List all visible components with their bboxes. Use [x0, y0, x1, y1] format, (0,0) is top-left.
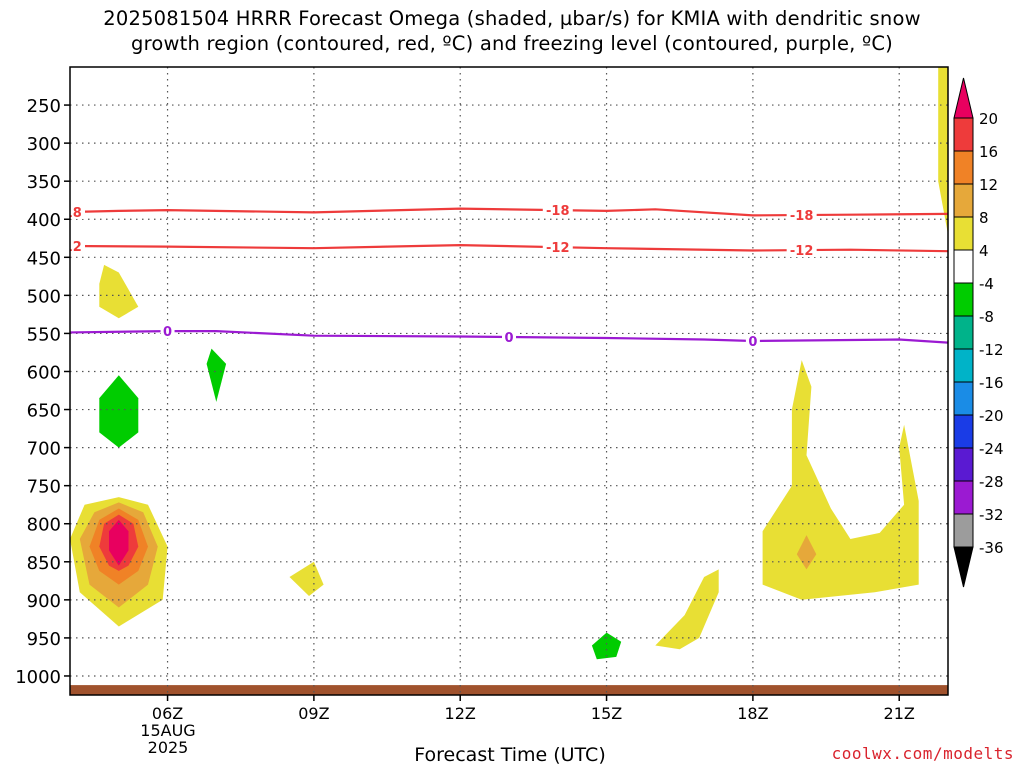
title-line-2: growth region (contoured, red, ºC) and f…: [131, 32, 893, 55]
contour-label-0-0: -18: [58, 206, 82, 221]
x-tick-label-5: 21Z: [884, 704, 915, 723]
colorbar-box-9: [953, 381, 974, 416]
contour-label-1-2: -12: [790, 244, 814, 259]
colorbar-label-6: -8: [979, 308, 994, 326]
contour-line-2: [70, 330, 948, 344]
contour-label-0-1: -18: [546, 204, 570, 219]
omega-region-0: [99, 264, 139, 319]
colorbar-top-arrow: [953, 77, 974, 119]
contour-label-2-2: 0: [748, 335, 757, 350]
omega-region-10: [655, 569, 719, 650]
colorbar-box-7: [953, 315, 974, 350]
colorbar-label-2: 12: [979, 176, 998, 194]
contour-label-2-1: 0: [504, 331, 513, 346]
omega-region-5: [109, 519, 129, 566]
y-tick-label-9: 700: [27, 439, 61, 460]
colorbar-bottom-arrow: [953, 546, 974, 588]
y-tick-label-1: 300: [27, 134, 61, 155]
chart-title: 2025081504 HRRR Forecast Omega (shaded, …: [0, 6, 1024, 56]
contour-label-bg-2-1: [502, 329, 516, 344]
contour-label-1-0: -12: [58, 240, 82, 255]
y-tick-label-8: 650: [27, 401, 61, 422]
omega-region-8: [289, 561, 324, 596]
omega-region-7: [206, 348, 227, 402]
colorbar-label-0: 20: [979, 110, 998, 128]
contour-label-bg-1-2: [786, 243, 817, 258]
colorbar-box-5: [953, 249, 974, 284]
colorbar-box-13: [953, 513, 974, 548]
y-tick-label-3: 400: [27, 210, 61, 231]
colorbar-label-10: -24: [979, 440, 1004, 458]
contour-label-bg-1-0: [70, 239, 85, 254]
x-axis-label: Forecast Time (UTC): [414, 744, 606, 766]
omega-region-12: [796, 535, 817, 570]
x-tick-label-2: 12Z: [445, 704, 476, 723]
colorbar-label-4: 4: [979, 242, 989, 260]
colorbar-label-8: -16: [979, 374, 1004, 392]
colorbar-box-6: [953, 282, 974, 317]
y-tick-label-6: 550: [27, 324, 61, 345]
y-tick-label-14: 950: [27, 629, 61, 650]
y-tick-label-0: 250: [27, 96, 61, 117]
colorbar-box-2: [953, 150, 974, 185]
colorbar-label-13: -36: [979, 539, 1004, 557]
omega-region-11: [762, 360, 919, 600]
surface-strip: [70, 685, 948, 695]
y-tick-label-7: 600: [27, 362, 61, 383]
x-tick-label-4: 18Z: [737, 704, 768, 723]
omega-region-6: [99, 375, 139, 448]
colorbar-label-7: -12: [979, 341, 1004, 359]
colorbar-label-9: -20: [979, 407, 1004, 425]
colorbar-box-12: [953, 480, 974, 515]
colorbar-box-3: [953, 183, 974, 218]
contour-label-2-0: 0: [163, 325, 172, 340]
colorbar-box-11: [953, 447, 974, 482]
colorbar-box-8: [953, 348, 974, 383]
y-tick-label-11: 800: [27, 515, 61, 536]
contour-label-bg-2-2: [745, 334, 760, 349]
y-tick-label-4: 450: [27, 248, 61, 269]
y-tick-label-12: 850: [27, 553, 61, 574]
contour-label-bg-2-0: [160, 324, 175, 339]
date-label-year: 2025: [147, 738, 189, 757]
x-tick-label-1: 09Z: [298, 704, 329, 723]
contour-label-0-2: -18: [790, 209, 814, 224]
y-tick-label-15: 1000: [15, 667, 61, 688]
y-tick-label-10: 750: [27, 477, 61, 498]
date-label: 15AUG 2025: [128, 722, 208, 756]
y-tick-label-13: 900: [27, 591, 61, 612]
colorbar-label-1: 16: [979, 143, 998, 161]
contour-line-1: [70, 243, 948, 253]
contour-label-bg-1-1: [542, 240, 573, 255]
colorbar-label-5: -4: [979, 275, 994, 293]
colorbar-box-10: [953, 414, 974, 449]
date-label-day: 15AUG: [140, 721, 196, 740]
contour-label-bg-0-1: [542, 203, 573, 218]
contour-label-bg-0-0: [70, 204, 85, 219]
plot-frame: [69, 66, 949, 696]
contour-label-1-1: -12: [546, 241, 570, 256]
contour-label-bg-0-2: [786, 208, 817, 223]
colorbar-box-4: [953, 216, 974, 251]
x-tick-label-3: 15Z: [591, 704, 622, 723]
credit-text: coolwx.com/modelts: [831, 744, 1014, 763]
colorbar-box-1: [953, 117, 974, 152]
colorbar-label-3: 8: [979, 209, 989, 227]
title-line-1: 2025081504 HRRR Forecast Omega (shaded, …: [103, 7, 921, 30]
colorbar-label-11: -28: [979, 473, 1004, 491]
y-tick-label-2: 350: [27, 172, 61, 193]
colorbar-label-12: -32: [979, 506, 1004, 524]
x-tick-label-0: 06Z: [152, 704, 183, 723]
y-tick-label-5: 500: [27, 286, 61, 307]
omega-region-9: [591, 632, 622, 660]
omega-region-13: [938, 67, 948, 235]
